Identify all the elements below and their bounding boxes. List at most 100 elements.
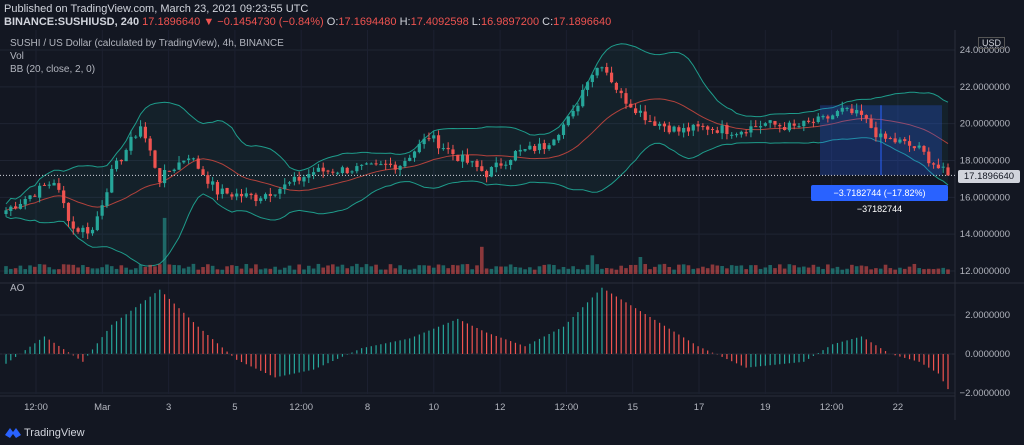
volume-bar	[254, 264, 258, 274]
candle	[715, 126, 719, 134]
candle-body	[773, 121, 777, 125]
volume-bar	[100, 267, 104, 274]
candle-body	[807, 120, 811, 122]
candle	[730, 132, 734, 139]
candle	[412, 150, 417, 162]
candle-body	[744, 132, 748, 134]
candle-body	[163, 170, 167, 184]
candle-body	[263, 194, 268, 199]
candle	[927, 147, 931, 167]
volume-bar	[268, 268, 273, 274]
candle-body	[917, 145, 921, 148]
candle-body	[412, 151, 417, 158]
time-tick-label: 19	[760, 402, 771, 413]
candle-body	[537, 143, 542, 151]
candle-body	[879, 133, 883, 138]
candle-body	[138, 126, 143, 137]
legend-bollinger[interactable]: BB (20, close, 2, 0)	[10, 64, 96, 75]
candle	[172, 168, 176, 173]
candle-body	[585, 82, 590, 90]
volume-bar	[523, 269, 527, 274]
candle-body	[552, 139, 556, 146]
volume-bar	[28, 265, 32, 274]
tradingview-brand[interactable]: TradingView	[24, 427, 85, 439]
measure-label: −3.7182744 (−17.82%) −37182744	[811, 185, 948, 214]
candle-body	[802, 120, 806, 127]
candle-body	[9, 206, 13, 211]
candle-body	[893, 138, 897, 143]
volume-bar	[556, 269, 561, 274]
volume-bar	[816, 266, 821, 274]
volume-bar	[840, 269, 845, 274]
candle-body	[225, 187, 229, 194]
volume-bar	[388, 264, 393, 274]
currency-unit[interactable]: USD	[978, 37, 1006, 49]
candle	[686, 122, 691, 136]
candle-body	[143, 126, 147, 139]
candle	[672, 125, 676, 133]
candle	[451, 144, 455, 161]
chart-canvas[interactable]: 24.0000000 22.0000000 20.0000000 18.0000000…	[0, 30, 1024, 420]
candle-body	[71, 221, 75, 229]
candle-body	[206, 175, 210, 184]
volume-bar	[403, 269, 407, 274]
candle	[802, 120, 806, 132]
candle	[557, 133, 561, 143]
volume-bar	[282, 267, 287, 274]
candle-body	[797, 126, 801, 128]
time-tick-label: 22	[893, 402, 904, 413]
volume-bar	[186, 266, 191, 274]
candle-body	[436, 135, 441, 149]
candle-body	[638, 110, 643, 113]
candle-body	[422, 138, 426, 145]
candle-body	[388, 163, 393, 165]
candle	[311, 167, 316, 180]
candle	[893, 132, 897, 144]
candle	[110, 164, 114, 194]
candle-body	[38, 185, 42, 198]
volume-bar	[657, 264, 662, 274]
low-value: 16.9897200	[480, 16, 540, 28]
volume-bar	[595, 264, 599, 274]
footer	[0, 420, 1024, 445]
candle-body	[609, 72, 614, 83]
candle	[153, 149, 157, 169]
volume-bar	[600, 268, 604, 274]
candle	[504, 161, 508, 170]
tradingview-logo-icon[interactable]	[5, 426, 21, 440]
candle-body	[686, 127, 691, 132]
legend-volume[interactable]: Vol	[10, 51, 24, 62]
volume-bar	[628, 264, 633, 274]
candle	[758, 120, 763, 134]
candle	[898, 137, 902, 144]
candle	[691, 123, 695, 137]
candle-body	[672, 126, 676, 132]
candle	[470, 160, 474, 168]
volume-bar	[133, 268, 138, 274]
candle-body	[268, 193, 272, 196]
candle	[879, 128, 883, 144]
volume-bar	[234, 265, 239, 274]
volume-bar	[359, 267, 364, 274]
time-tick-label: 12:00	[555, 402, 579, 413]
candle	[393, 161, 397, 174]
volume-bar	[936, 268, 941, 274]
candle	[821, 114, 825, 120]
volume-bar	[220, 269, 225, 274]
symbol-name[interactable]: BINANCE:SUSHIUSD, 240	[4, 16, 140, 28]
volume-bar	[585, 264, 590, 274]
legend-main[interactable]: SUSHI / US Dollar (calculated by Trading…	[10, 38, 284, 49]
volume-bar	[864, 266, 869, 274]
candle	[283, 178, 287, 195]
candle-body	[393, 164, 397, 170]
volume-bar	[182, 268, 186, 274]
candle-body	[215, 182, 220, 195]
volume-bar	[494, 266, 499, 274]
candle-body	[254, 194, 258, 202]
candle	[244, 187, 248, 199]
candle	[316, 163, 320, 173]
legend-ao[interactable]: AO	[10, 283, 25, 294]
candle-body	[62, 190, 66, 204]
candle-body	[682, 128, 686, 133]
candles	[4, 62, 950, 240]
